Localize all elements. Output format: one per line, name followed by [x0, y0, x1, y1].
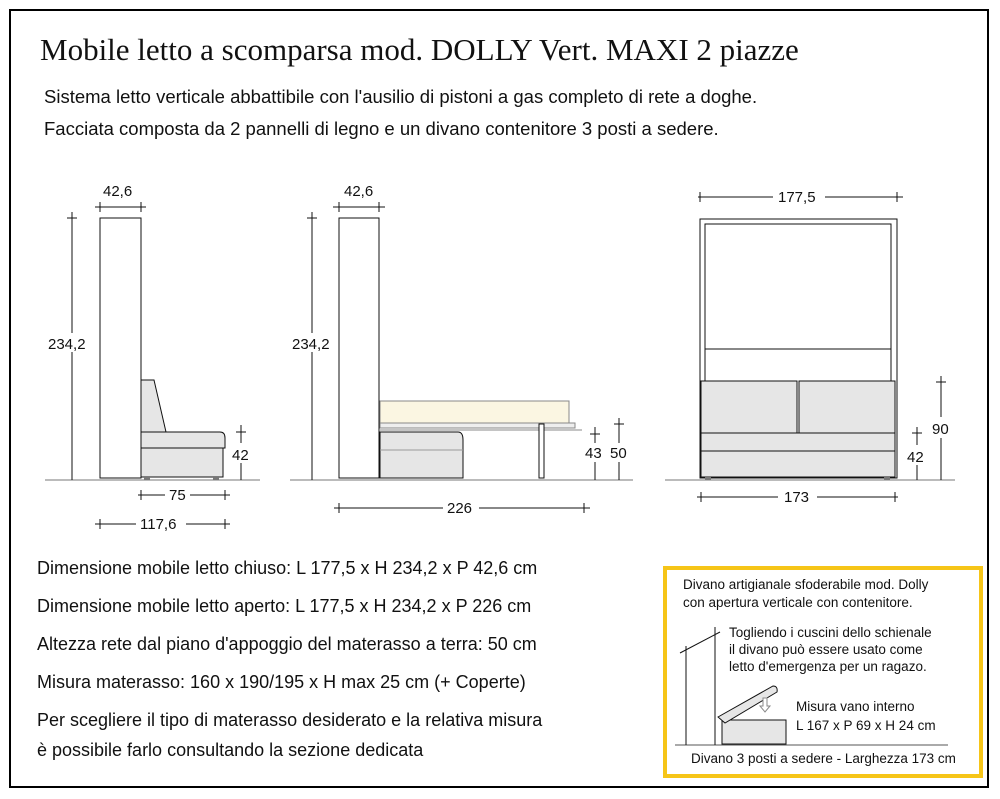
sofa-info-box	[663, 566, 983, 778]
dim-depth-label: 42,6	[103, 183, 132, 200]
spec-mattress-size: Misura materasso: 160 x 190/195 x H max …	[37, 672, 526, 692]
sofa-box-footer: Divano 3 posti a sedere - Larghezza 173 …	[691, 751, 956, 766]
dim-height-label: 234,2	[292, 336, 330, 353]
dim-frame-height-label: 43	[585, 445, 602, 462]
storage-label: Misura vano interno	[796, 699, 915, 714]
dim-sofa-depth-label: 75	[169, 487, 186, 504]
dim-depth-label: 42,6	[344, 183, 373, 200]
subtitle-line: Sistema letto verticale abbattibile con …	[44, 86, 758, 107]
spec-open-dimensions: Dimensione mobile letto aperto: L 177,5 …	[37, 596, 532, 616]
page-border	[9, 9, 989, 788]
dim-total-depth-label: 117,6	[140, 516, 176, 533]
dim-net-height-label: 50	[610, 445, 627, 462]
dim-sofa-height-label: 90	[932, 421, 949, 438]
dim-height-label: 234,2	[48, 336, 86, 353]
page-title: Mobile letto a scomparsa mod. DOLLY Vert…	[40, 32, 799, 67]
sofa-box-note: letto d'emergenza per un ragazo.	[729, 659, 927, 674]
sofa-box-line: con apertura verticale con contenitore.	[683, 595, 913, 610]
sofa-box-line: Divano artigianale sfoderabile mod. Doll…	[683, 577, 929, 592]
front-drawing: 177,5 173 42 90	[665, 189, 955, 506]
storage-size: L 167 x P 69 x H 24 cm	[796, 718, 936, 733]
arrow-down-icon	[758, 697, 772, 713]
spec-mattress-note: Per scegliere il tipo di materasso desid…	[37, 710, 543, 730]
dim-seat-height-label: 42	[232, 447, 249, 464]
sofa-box-note: il divano può essere usato come	[729, 642, 923, 657]
dim-width-label: 177,5	[778, 189, 816, 206]
spec-closed-dimensions: Dimensione mobile letto chiuso: L 177,5 …	[37, 558, 538, 578]
subtitle-line: Facciata composta da 2 pannelli di legno…	[44, 118, 719, 139]
spec-mattress-note-2: è possibile farlo consultando la sezione…	[37, 740, 424, 760]
dim-seat-height-label: 42	[907, 449, 924, 466]
sofa-open-drawing	[675, 627, 948, 746]
side-open-drawing: 42,6 234,2 43 50 226	[290, 183, 633, 517]
dim-sofa-width-label: 173	[784, 489, 809, 506]
dim-total-depth-label: 226	[447, 500, 472, 517]
side-closed-drawing: 42,6 234,2 42 75 117,6	[45, 183, 260, 533]
spec-net-height: Altezza rete dal piano d'appoggio del ma…	[37, 634, 537, 654]
sofa-box-note: Togliendo i cuscini dello schienale	[729, 625, 932, 640]
